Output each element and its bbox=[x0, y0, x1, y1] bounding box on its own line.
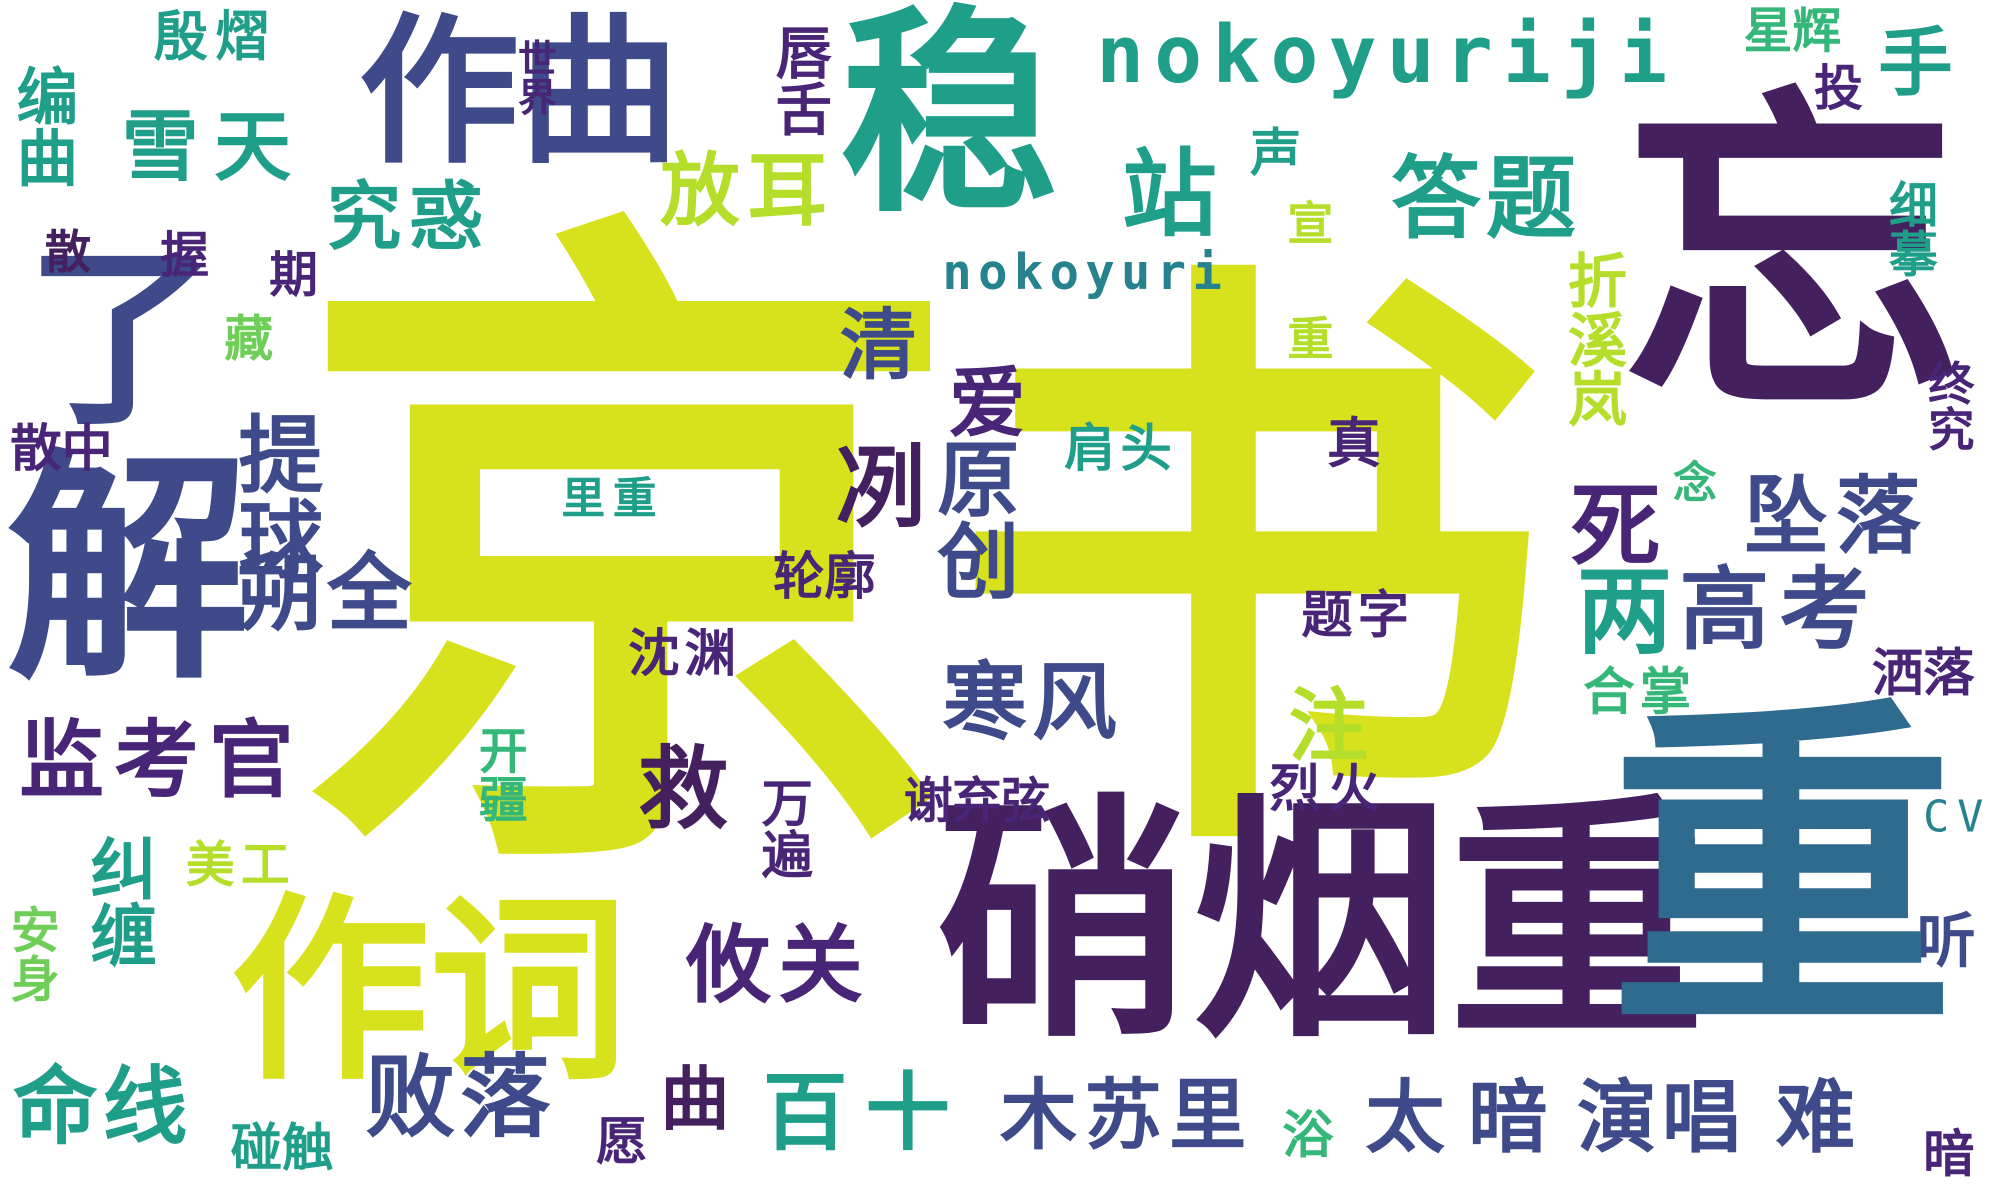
word-jiu: 救 bbox=[638, 736, 729, 842]
word-dati: 答题 bbox=[1391, 146, 1581, 252]
word-nokoyuri: nokoyuri bbox=[942, 243, 1229, 301]
word-jiujinggan: 究惑 bbox=[326, 173, 492, 261]
word-sanzhong: 散中 bbox=[10, 419, 113, 479]
word-xiebian: 谢弃弦 bbox=[903, 772, 1051, 830]
word-ai: 爱 bbox=[948, 359, 1026, 450]
word-chenyuan: 沈渊 bbox=[628, 625, 742, 685]
word-hanfeng: 寒风 bbox=[942, 653, 1122, 753]
word-liang: 两 bbox=[1576, 556, 1672, 668]
word-zuoci: 作词 bbox=[230, 875, 629, 1108]
word-anshen: 安身 bbox=[2, 904, 59, 1003]
word-sashuo: 洒落 bbox=[1871, 644, 1975, 704]
word-shu: 书 bbox=[948, 219, 1552, 922]
word-yuan: 愿 bbox=[596, 1112, 648, 1172]
word-yanchang: 演唱 bbox=[1576, 1070, 1747, 1165]
word-shuoquan: 朔全 bbox=[237, 544, 417, 643]
word-zhong-small: 重 bbox=[1279, 314, 1333, 361]
word-tiqiu: 提球 bbox=[224, 410, 324, 581]
word-cv: CV bbox=[1923, 791, 1992, 844]
word-qi: 期 bbox=[269, 246, 318, 303]
word-nokoyuriji: nokoyuriji bbox=[1096, 7, 1678, 102]
word-shijie: 世界 bbox=[510, 38, 556, 116]
word-yinjiu: 殷熠 bbox=[153, 5, 277, 69]
word-zhuiluo: 坠落 bbox=[1743, 467, 1929, 566]
word-chunshe: 唇舌 bbox=[765, 23, 831, 137]
word-zhong-large: 重 bbox=[1609, 669, 1956, 1075]
word-qing: 清 bbox=[839, 301, 917, 392]
word-tai: 太 bbox=[1365, 1070, 1445, 1165]
word-san: 散 bbox=[44, 227, 92, 280]
word-xuetian: 雪天 bbox=[121, 102, 307, 193]
word-musuli: 木苏里 bbox=[1000, 1071, 1254, 1162]
word-bianqu: 编曲 bbox=[5, 64, 77, 188]
word-yuanchuang: 原创 bbox=[923, 436, 1018, 601]
word-tizi: 题字 bbox=[1301, 586, 1415, 646]
word-an-small: 暗 bbox=[1923, 1125, 1975, 1185]
word-pengchu: 碰触 bbox=[230, 1119, 334, 1179]
word-zhu: 注 bbox=[1288, 678, 1369, 773]
word-wo: 握 bbox=[160, 227, 210, 284]
word-shi: 十 bbox=[865, 1063, 951, 1163]
word-lunkuo: 轮廓 bbox=[773, 548, 876, 608]
word-ting: 听 bbox=[1916, 906, 1976, 976]
word-nan: 难 bbox=[1775, 1070, 1856, 1165]
word-sheng: 声 bbox=[1250, 124, 1302, 184]
word-meigong: 美工 bbox=[185, 836, 297, 894]
word-qu: 曲 bbox=[660, 1058, 730, 1140]
word-xinghui: 星辉 bbox=[1743, 2, 1842, 60]
word-xiaoyanchong: 硝烟重 bbox=[935, 773, 1706, 1073]
word-kaijiang: 开疆 bbox=[470, 725, 527, 823]
word-tou: 投 bbox=[1814, 60, 1863, 117]
word-an: 暗 bbox=[1468, 1070, 1548, 1165]
word-nian: 念 bbox=[1673, 458, 1717, 510]
word-bai: 百 bbox=[762, 1063, 848, 1163]
word-bailuo: 败落 bbox=[365, 1044, 556, 1150]
word-si: 死 bbox=[1570, 473, 1661, 579]
word-minxian: 命线 bbox=[12, 1057, 193, 1157]
word-cang: 藏 bbox=[224, 310, 274, 368]
word-zhongjiu: 终究 bbox=[1920, 359, 1974, 452]
word-zhen: 真 bbox=[1326, 411, 1381, 475]
word-wen: 稳 bbox=[839, 0, 1058, 243]
word-lie: 冽 bbox=[835, 435, 926, 541]
word-ximo: 细摹 bbox=[1880, 179, 1938, 278]
word-shou: 手 bbox=[1878, 19, 1953, 107]
word-jing: 京 bbox=[294, 169, 962, 948]
word-zhan: 站 bbox=[1121, 139, 1217, 251]
word-fanger: 放耳 bbox=[660, 143, 835, 238]
word-jiantou: 肩头 bbox=[1064, 419, 1177, 479]
word-gaokao: 高考 bbox=[1679, 556, 1880, 663]
word-jiuchan: 纠缠 bbox=[78, 834, 156, 968]
word-lizhong: 里重 bbox=[561, 473, 665, 525]
word-hezhang: 合掌 bbox=[1583, 663, 1697, 723]
word-zhexixue: 折溪岚 bbox=[1559, 250, 1629, 428]
word-wanbian: 万遍 bbox=[752, 776, 812, 880]
word-le: 了 bbox=[25, 228, 218, 452]
word-zuoqu: 作曲 bbox=[358, 0, 680, 187]
word-liehuo: 烈火 bbox=[1269, 759, 1388, 819]
word-youguan: 攸关 bbox=[685, 916, 871, 1016]
word-jie: 解 bbox=[6, 428, 251, 713]
word-yu: 浴 bbox=[1282, 1106, 1334, 1166]
word-jiankaoguan: 监考官 bbox=[19, 711, 304, 810]
word-dan: 宣 bbox=[1279, 198, 1333, 246]
word-wang: 忘 bbox=[1621, 61, 1962, 457]
